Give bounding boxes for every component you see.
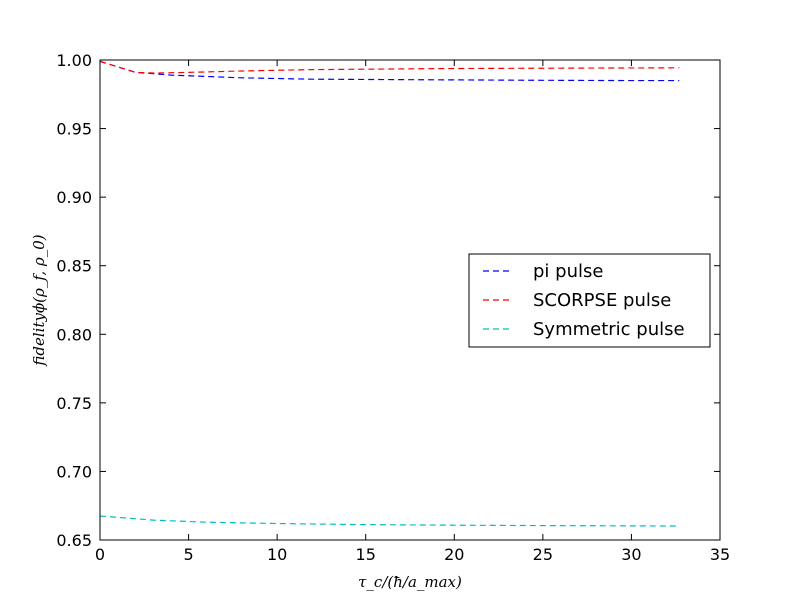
x-tick-label: 35	[710, 545, 730, 564]
y-tick-label: 0.65	[56, 531, 92, 550]
x-tick-label: 20	[444, 545, 464, 564]
x-tick-label: 0	[95, 545, 105, 564]
y-tick-label: 0.70	[56, 462, 92, 481]
series-line-symmetric-pulse	[99, 515, 680, 527]
x-axis-label: τ_c/(ħ/a_max)	[358, 573, 462, 591]
legend-box	[468, 253, 711, 348]
y-tick-label: 0.85	[56, 257, 92, 276]
y-axis-label: fidelityϕ(ρ_f, ρ_0)	[30, 234, 48, 366]
x-tick-label: 15	[356, 545, 376, 564]
legend: pi pulse SCORPSE pulse Symmetric pulse	[468, 253, 711, 348]
x-tick-label: 10	[267, 545, 287, 564]
y-tick-label: 0.75	[56, 394, 92, 413]
y-tick-label: 1.00	[56, 51, 92, 70]
series-layer	[99, 60, 680, 527]
y-tick-label: 0.95	[56, 120, 92, 139]
legend-label-pi-pulse: pi pulse	[533, 261, 603, 282]
y-tick-label: 0.90	[56, 188, 92, 207]
y-tick-label: 0.80	[56, 325, 92, 344]
series-line-pi-pulse	[99, 60, 680, 82]
x-tick-label: 5	[183, 545, 193, 564]
ticks-layer: 0 5 10 15 20 25 30 35 0.65 0.70 0.75 0.80 0.85 0.90 0.…	[56, 51, 730, 564]
series-line-scorpse-pulse	[99, 60, 680, 74]
legend-label-symmetric-pulse: Symmetric pulse	[533, 319, 685, 340]
legend-label-scorpse-pulse: SCORPSE pulse	[533, 290, 671, 311]
x-tick-label: 30	[621, 545, 641, 564]
x-tick-label: 25	[533, 545, 553, 564]
plot-frame	[99, 59, 721, 541]
